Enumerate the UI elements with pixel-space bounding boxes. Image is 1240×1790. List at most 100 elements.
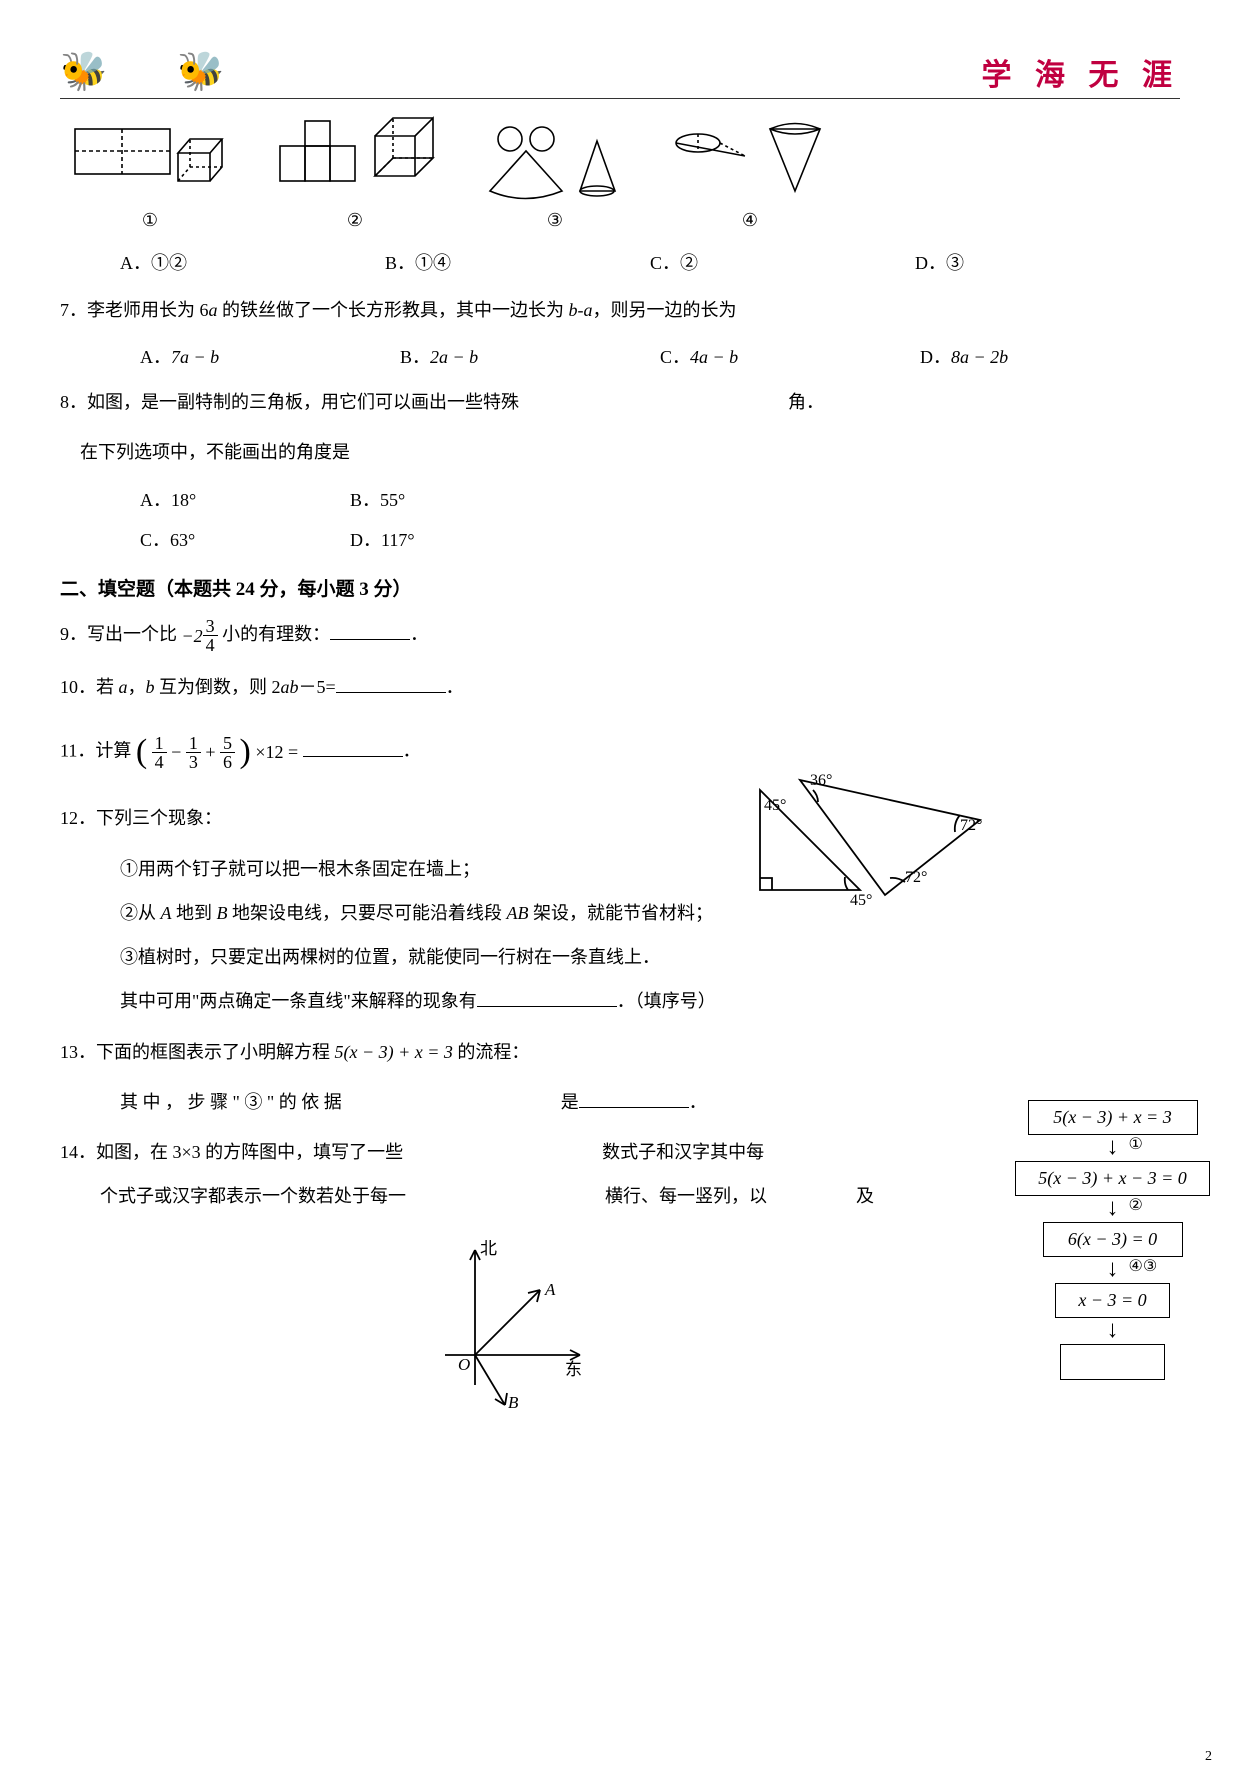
q10-end: ． xyxy=(446,677,464,697)
q12-i2-m2: 地架设电线，只要尽可能沿着线段 xyxy=(228,903,507,923)
q12-concl: 其中可用"两点确定一条直线"来解释的现象有．（填序号） xyxy=(120,983,1180,1019)
q10-blank[interactable] xyxy=(336,674,446,693)
q10-m3: －5= xyxy=(299,677,336,697)
q8-l1-pre: 8．如图，是一副特制的三角板，用它们可以画出一些特殊 xyxy=(60,392,519,412)
compass-O: O xyxy=(458,1355,470,1374)
q6-options: A．①② B．①④ C．② D．③ xyxy=(120,249,1180,275)
q6-label-4: ④ xyxy=(670,210,830,231)
q10-a: a xyxy=(119,677,128,697)
q6-label-3: ③ xyxy=(480,210,630,231)
q12-blank[interactable] xyxy=(477,988,617,1007)
q10-b: b xyxy=(146,677,155,697)
q6-opt-c-text: ② xyxy=(680,253,698,273)
compass-B: B xyxy=(508,1393,519,1410)
q14-l1a: 14．如图，在 3×3 的方阵图中，填写了一些 xyxy=(60,1142,403,1162)
q9-num: 3 xyxy=(203,617,218,636)
q8-options-row2: C．63° D．117° xyxy=(140,526,560,552)
q8-options-row1: A．18° B．55° xyxy=(140,486,560,512)
q14-line1: 14．如图，在 3×3 的方阵图中，填写了一些 数式子和汉字其中每 xyxy=(60,1135,1180,1169)
q14-l2b: 横行、每一竖列，以 xyxy=(605,1186,767,1206)
compass-east: 东 xyxy=(565,1360,582,1379)
q6-opt-d-text: ③ xyxy=(946,253,964,273)
flow-arrow-2: ② xyxy=(1015,1196,1210,1222)
flow-b3-text: 6(x − 3) = 0 xyxy=(1068,1229,1157,1249)
q7-post: ，则另一边的长为 xyxy=(593,300,737,320)
bee-icon: 🐝 xyxy=(60,50,107,94)
q8-figure: 36° 45° 45° 72° 72° xyxy=(750,770,990,915)
q11-d3: 6 xyxy=(220,753,235,771)
angle-72b: 72° xyxy=(905,869,927,886)
compass-A: A xyxy=(544,1280,556,1299)
q12-i1: ①用两个钉子就可以把一根木条固定在墙上； xyxy=(120,851,1180,887)
flow-b1: 5(x − 3) + x = 3 xyxy=(1028,1100,1198,1135)
q9-blank[interactable] xyxy=(330,621,410,640)
q6-opt-a-text: ①② xyxy=(151,253,187,273)
q6-opt-b-text: ①④ xyxy=(415,253,451,273)
page-number: 2 xyxy=(1205,1749,1212,1765)
compass-north: 北 xyxy=(480,1240,497,1258)
q8-opt-a: A．18° xyxy=(140,486,350,512)
q6-opt-a: A．①② xyxy=(120,249,385,275)
flow-b3: 6(x − 3) = 0 xyxy=(1043,1222,1183,1257)
q8-opt-d: D．117° xyxy=(350,526,560,552)
q13-l2a: 其 中 ， 步 骤 " ③ " 的 依 据 xyxy=(120,1092,342,1112)
q12-i2-post: 架设，就能节省材料； xyxy=(529,903,714,923)
angle-36: 36° xyxy=(810,772,832,789)
q7-opt-d: D．8a − 2b xyxy=(920,343,1180,369)
q7-opt-a-text: 7a − b xyxy=(171,347,219,367)
q9-post: 小的有理数： xyxy=(222,624,330,644)
q9-coef: −2 xyxy=(182,625,203,645)
q6-fig-1: ① xyxy=(70,121,230,231)
q13-blank[interactable] xyxy=(579,1089,689,1108)
q8-line1: 8．如图，是一副特制的三角板，用它们可以画出一些特殊 角． xyxy=(60,385,1180,419)
q7-pre: 7．李老师用长为 6 xyxy=(60,300,209,320)
q8-opt-c: C．63° xyxy=(140,526,350,552)
q8-opt-d-text: 117° xyxy=(381,530,415,550)
q13-mid: 的流程： xyxy=(453,1042,530,1062)
flow-b1-text: 5(x − 3) + x = 3 xyxy=(1053,1107,1171,1127)
header-motto: 学 海 无 涯 xyxy=(982,50,1181,94)
q6-label-2: ② xyxy=(270,210,440,231)
section-2-header: 二、填空题（本题共 24 分，每小题 3 分） xyxy=(60,574,1180,601)
q14-l2a: 个式子或汉字都表示一个数若处于每一 xyxy=(100,1186,406,1206)
q12-stem: 12．下列三个现象： xyxy=(60,801,1180,835)
header-icons: 🐝 🐝 xyxy=(60,50,225,94)
q9-den: 4 xyxy=(203,636,218,654)
q9-end: ． xyxy=(410,624,428,644)
q7-opt-b-text: 2a − b xyxy=(430,347,478,367)
flow-n2: ② xyxy=(1129,1198,1143,1214)
q11-d1: 4 xyxy=(152,753,167,771)
q14-l1b: 数式子和汉字其中每 xyxy=(602,1142,764,1162)
q9: 9．写出一个比 −234 小的有理数：． xyxy=(60,617,1180,654)
q12-i2-A: A xyxy=(161,903,172,923)
q13-pre: 13．下面的框图表示了小明解方程 xyxy=(60,1042,335,1062)
q7-opt-d-text: 8a − 2b xyxy=(951,347,1008,367)
q7-var-ba: b-a xyxy=(569,300,593,320)
q6-figures: ① ② xyxy=(70,111,1180,231)
q10-pre: 10．若 xyxy=(60,677,119,697)
q11-blank[interactable] xyxy=(303,738,403,757)
bee-icon: 🐝 xyxy=(177,50,224,94)
q11-f3: 56 xyxy=(220,734,235,771)
q11-mult: ×12 = xyxy=(255,742,298,762)
compass-figure: 北 东 A B O xyxy=(420,1240,590,1415)
q12-i3: ③植树时，只要定出两棵树的位置，就能使同一行树在一条直线上． xyxy=(120,939,1180,975)
q7-mid: 的铁丝做了一个长方形教具，其中一边长为 xyxy=(218,300,569,320)
q6-fig-2: ② xyxy=(270,111,440,231)
angle-45b: 45° xyxy=(850,892,872,909)
angle-72a: 72° xyxy=(960,817,982,834)
flow-arrow-4 xyxy=(1015,1318,1210,1344)
q13-l2c: ． xyxy=(689,1092,707,1112)
angle-45a: 45° xyxy=(764,797,786,814)
q12-i2-m1: 地到 xyxy=(172,903,217,923)
q12-concl-post: ．（填序号） xyxy=(617,991,716,1011)
flow-b2-text: 5(x − 3) + x − 3 = 0 xyxy=(1038,1168,1187,1188)
q8-line2: 在下列选项中，不能画出的角度是 xyxy=(80,435,1180,469)
q6-opt-b: B．①④ xyxy=(385,249,650,275)
q8-l1-post: 角． xyxy=(788,392,824,412)
flow-arrow-3: ④③ xyxy=(1015,1257,1210,1283)
q11-end: ． xyxy=(403,741,421,761)
q14-l2c: 及 xyxy=(856,1186,874,1206)
q7-stem: 7．李老师用长为 6a 的铁丝做了一个长方形教具，其中一边长为 b-a，则另一边… xyxy=(60,293,1180,327)
q13-line1: 13．下面的框图表示了小明解方程 5(x − 3) + x = 3 的流程： xyxy=(60,1035,1180,1069)
